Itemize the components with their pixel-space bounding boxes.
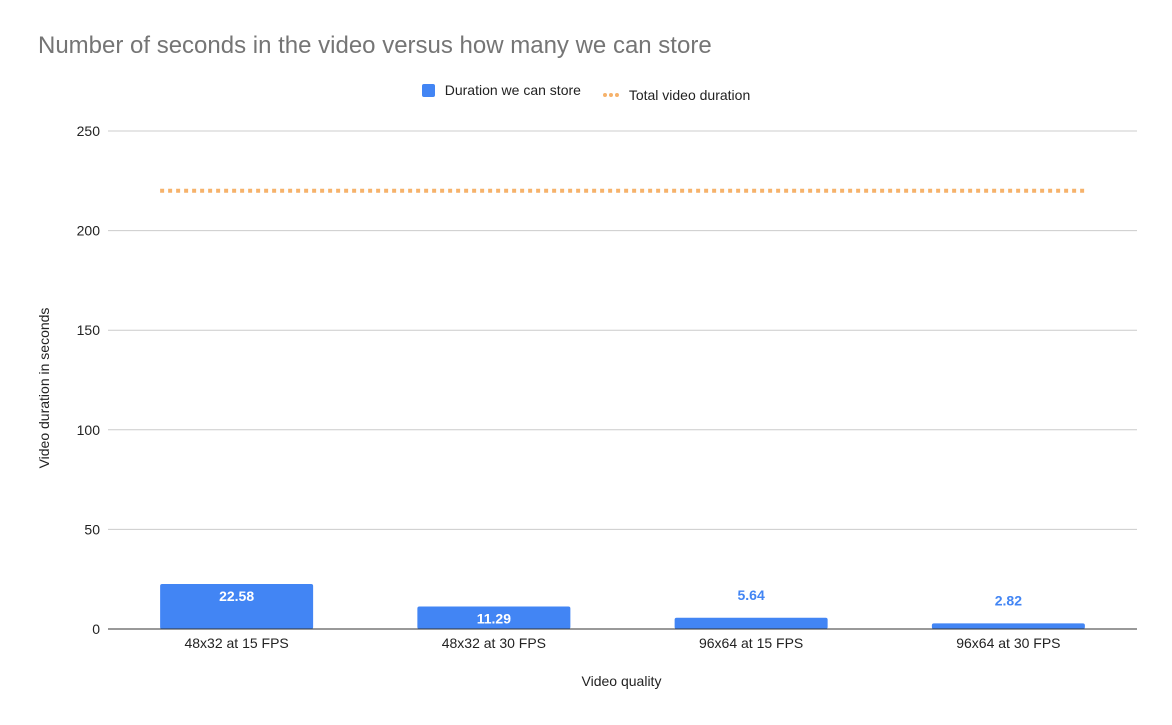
y-tick-label: 100	[77, 422, 101, 438]
bar-data-label: 11.29	[477, 611, 511, 627]
legend: Duration we can store Total video durati…	[0, 82, 1172, 103]
bar-data-label: 22.58	[219, 588, 254, 604]
y-axis-title: Video duration in seconds	[36, 308, 52, 469]
legend-item-line[interactable]: Total video duration	[602, 86, 751, 103]
bar-data-label: 5.64	[738, 587, 765, 603]
y-tick-label: 150	[77, 322, 101, 338]
bar	[417, 606, 571, 629]
bar	[160, 584, 314, 629]
x-axis-title: Video quality	[582, 673, 662, 689]
y-tick-label: 50	[84, 521, 100, 537]
x-tick-label: 96x64 at 15 FPS	[699, 635, 803, 651]
y-tick-label: 200	[77, 223, 101, 239]
chart-title: Number of seconds in the video versus ho…	[38, 32, 712, 59]
x-tick-label: 48x32 at 30 FPS	[442, 635, 546, 651]
legend-label-line: Total video duration	[628, 86, 751, 103]
legend-swatch-bars	[421, 83, 435, 97]
bar	[931, 623, 1085, 629]
legend-item-bars[interactable]: Duration we can store	[421, 82, 581, 98]
x-tick-label: 48x32 at 15 FPS	[184, 635, 288, 651]
x-tick-label: 96x64 at 30 FPS	[956, 635, 1060, 651]
y-tick-label: 250	[77, 123, 101, 139]
legend-swatch-line	[602, 92, 619, 97]
bar	[674, 617, 828, 629]
legend-label-bars: Duration we can store	[444, 82, 581, 98]
bar-data-label: 2.82	[995, 592, 1022, 608]
y-tick-label: 0	[92, 621, 100, 637]
